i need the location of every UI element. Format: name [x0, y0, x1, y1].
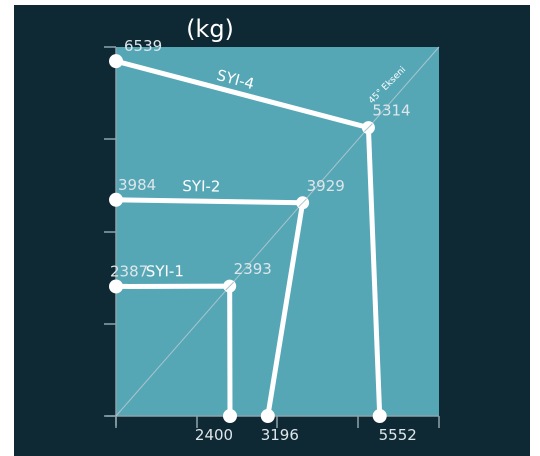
mid-point-mark-SYI-4	[364, 123, 373, 132]
start-point-SYI-1	[109, 279, 123, 294]
diagonal-45-line	[115, 46, 440, 417]
end-point-SYI-1	[223, 409, 237, 423]
label-mid-SYI-4: 5314	[372, 102, 410, 120]
start-point-SYI-2	[109, 192, 123, 207]
label-start-SYI-1: 2387	[110, 262, 148, 280]
label-start-SYI-2: 3984	[118, 176, 156, 194]
start-point-SYI-4	[109, 54, 123, 69]
end-point-SYI-4	[372, 409, 387, 423]
series-layer: 2387 2393 2400 SYI-1 3984 3929 3196 SYI-2 6539 53…	[109, 37, 417, 444]
end-point-SYI-2	[260, 409, 275, 423]
label-end-SYI-4: 5552	[379, 426, 417, 444]
label-end-SYI-2: 3196	[261, 426, 299, 444]
series-SYI-2: 3984 3929 3196 SYI-2	[109, 176, 345, 444]
label-mid-SYI-2: 3929	[307, 177, 345, 195]
label-end-SYI-1: 2400	[195, 426, 233, 444]
series-SYI-1: 2387 2393 2400 SYI-1	[109, 260, 272, 444]
label-start-SYI-4: 6539	[124, 37, 162, 55]
series-name-SYI-1: SYI-1	[146, 262, 184, 280]
mid-point-mark-SYI-2	[298, 198, 307, 208]
label-mid-SYI-1: 2393	[234, 260, 272, 278]
chart-title: (kg)	[186, 15, 234, 43]
series-name-SYI-2: SYI-2	[182, 177, 220, 196]
mid-point-mark-SYI-1	[225, 281, 235, 291]
